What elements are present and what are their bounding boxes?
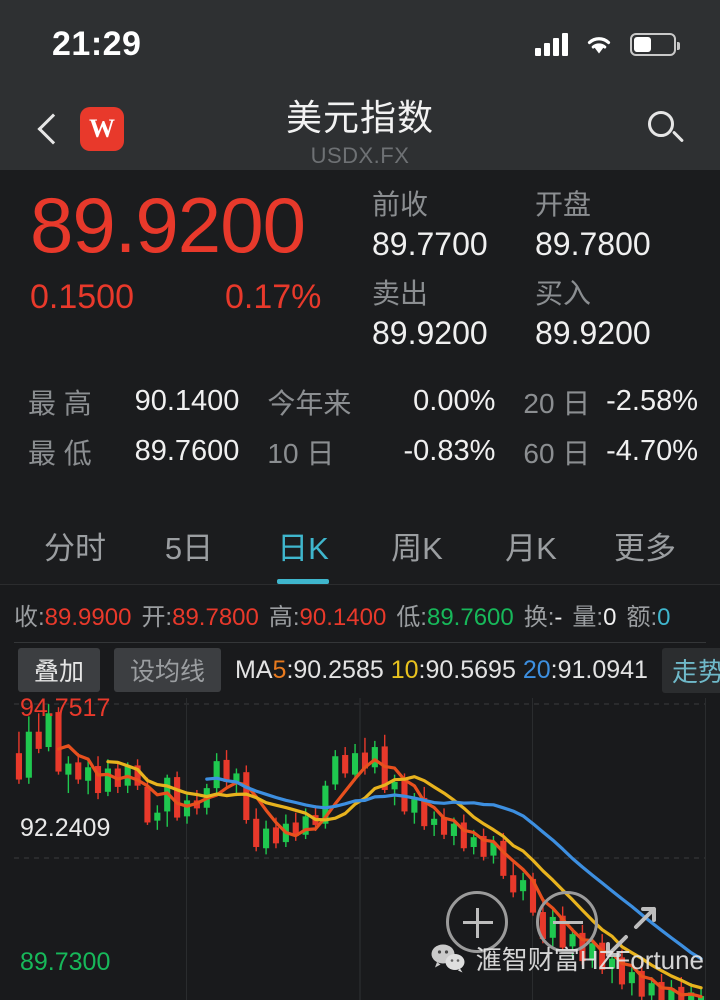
stat-value-60d: -4.70%: [606, 435, 698, 468]
table-row: 最 低 89.7600 10 日 -0.83% 60 日 -4.70%: [28, 427, 698, 477]
ohlc-readout: 收:89.9900 开:89.7800 高:90.1400 低:89.7600 …: [0, 585, 720, 640]
ohlc-low-value: 89.7600: [426, 603, 514, 631]
stats-grid: 最 高 90.1400 今年来 0.00% 20 日 -2.58% 最 低 89…: [0, 371, 720, 477]
quote-field-row: 前收 89.7700 开盘 89.7800: [372, 186, 698, 265]
ohlc-high-label: 高:: [268, 603, 300, 631]
app-logo[interactable]: W: [80, 107, 124, 151]
chart-period-tabs: 分时 5日 日K 周K 月K 更多: [0, 505, 720, 585]
stat-value-20d: -2.58%: [606, 385, 698, 418]
page-subtitle: USDX.FX: [310, 143, 410, 168]
tab-monthly-k[interactable]: 月K: [505, 530, 557, 566]
wifi-icon: [584, 33, 614, 55]
stat-value-ytd: 0.00%: [413, 385, 496, 418]
indicator-bar: 叠加 设均线 MA5:90.2585 10:90.5695 20:91.0941…: [14, 641, 720, 698]
tab-weekly-k[interactable]: 周K: [391, 530, 443, 566]
price-change-percent: 0.17%: [224, 277, 322, 316]
search-icon[interactable]: [640, 104, 690, 154]
battery-icon: [630, 32, 680, 56]
ma-readout: MA5:90.2585 10:90.5695 20:91.0941: [235, 655, 648, 684]
ohlc-turnover-value: -: [554, 603, 563, 631]
change-row: 0.1500 0.17%: [30, 278, 372, 317]
table-row: 最 高 90.1400 今年来 0.00% 20 日 -2.58%: [28, 377, 698, 427]
ohlc-high-value: 90.1400: [299, 603, 387, 631]
tab-daily-k[interactable]: 日K: [246, 505, 360, 584]
field-label: 前收: [372, 189, 429, 220]
ma5-value: 90.2585: [293, 655, 384, 684]
stat-label-20d: 20 日: [523, 387, 591, 419]
field-label: 卖出: [372, 278, 429, 310]
quote-field-bid: 买入 89.9200: [535, 275, 698, 354]
stat-value-high: 90.1400: [134, 385, 240, 418]
ohlc-amount-value: 0: [657, 603, 671, 631]
candlestick-svg: [14, 697, 706, 1000]
field-value: 89.7800: [535, 225, 651, 262]
quote-section: 89.9200 0.1500 0.17% 前收 89.7700 开盘 89.78…: [0, 170, 720, 371]
tab-more[interactable]: 更多: [614, 530, 676, 566]
ohlc-volume-value: 0: [603, 603, 617, 631]
quote-field-ask: 卖出 89.9200: [372, 275, 535, 354]
stat-label-ytd: 今年来: [267, 387, 352, 419]
ohlc-close-label: 收:: [14, 603, 45, 631]
field-label: 买入: [535, 278, 592, 310]
stat-value-low: 89.7600: [134, 435, 240, 468]
status-indicators: [535, 32, 680, 56]
quote-primary: 89.9200 0.1500 0.17%: [0, 181, 372, 365]
quote-field-prev-close: 前收 89.7700: [372, 186, 535, 265]
fullscreen-expand-icon[interactable]: [600, 901, 662, 963]
field-label: 开盘: [535, 189, 592, 220]
quote-fields: 前收 89.7700 开盘 89.7800 卖出 89.9200 买入 89.9…: [372, 186, 720, 365]
status-clock: 21:29: [52, 24, 142, 63]
field-value: 89.9200: [372, 315, 488, 352]
overlay-button[interactable]: 叠加: [18, 648, 101, 693]
tab-5day[interactable]: 5日: [164, 530, 214, 566]
quote-field-row: 卖出 89.9200 买入 89.9200: [372, 275, 698, 354]
ma5-period: 5: [272, 655, 287, 684]
ohlc-volume-label: 量:: [572, 603, 604, 631]
stat-value-10d: -0.83%: [403, 435, 496, 468]
ma20-period: 20: [522, 655, 551, 684]
ohlc-open-value: 89.7800: [172, 603, 259, 631]
zoom-out-icon[interactable]: [536, 890, 598, 953]
page-title: 美元指数: [285, 97, 434, 138]
current-price: 89.9200: [30, 181, 306, 269]
field-value: 89.9200: [535, 315, 651, 352]
quote-field-open: 开盘 89.7800: [535, 186, 698, 265]
cellular-signal-icon: [535, 32, 568, 56]
chart-panel: 收:89.9900 开:89.7800 高:90.1400 低:89.7600 …: [0, 584, 720, 1000]
nav-bar: W 美元指数 USDX.FX: [0, 88, 720, 170]
ma-prefix: MA: [235, 655, 273, 684]
stat-label-60d: 60 日: [523, 437, 591, 469]
tab-minute[interactable]: 分时: [44, 530, 106, 566]
set-ma-button[interactable]: 设均线: [114, 648, 222, 693]
ma10-period: 10: [390, 655, 419, 684]
ohlc-turnover-label: 换:: [523, 603, 555, 631]
field-value: 89.7700: [372, 225, 488, 262]
zoom-in-icon[interactable]: [446, 890, 508, 953]
ma20-value: 91.0941: [557, 655, 648, 684]
chart-zoom-controls: [446, 890, 598, 953]
ohlc-low-label: 低:: [396, 603, 427, 631]
stat-label-high: 最 高: [28, 387, 92, 419]
trend-line-button[interactable]: 走势线: [661, 647, 720, 693]
ohlc-open-label: 开:: [141, 603, 173, 631]
status-bar: 21:29: [0, 0, 720, 88]
back-chevron-icon[interactable]: [30, 110, 68, 148]
stat-label-low: 最 低: [28, 437, 92, 469]
stat-label-10d: 10 日: [267, 437, 335, 469]
ohlc-amount-label: 额:: [626, 603, 658, 631]
ohlc-close-value: 89.9900: [44, 603, 132, 631]
price-change: 0.1500: [30, 277, 134, 316]
ma10-value: 90.5695: [425, 655, 516, 684]
